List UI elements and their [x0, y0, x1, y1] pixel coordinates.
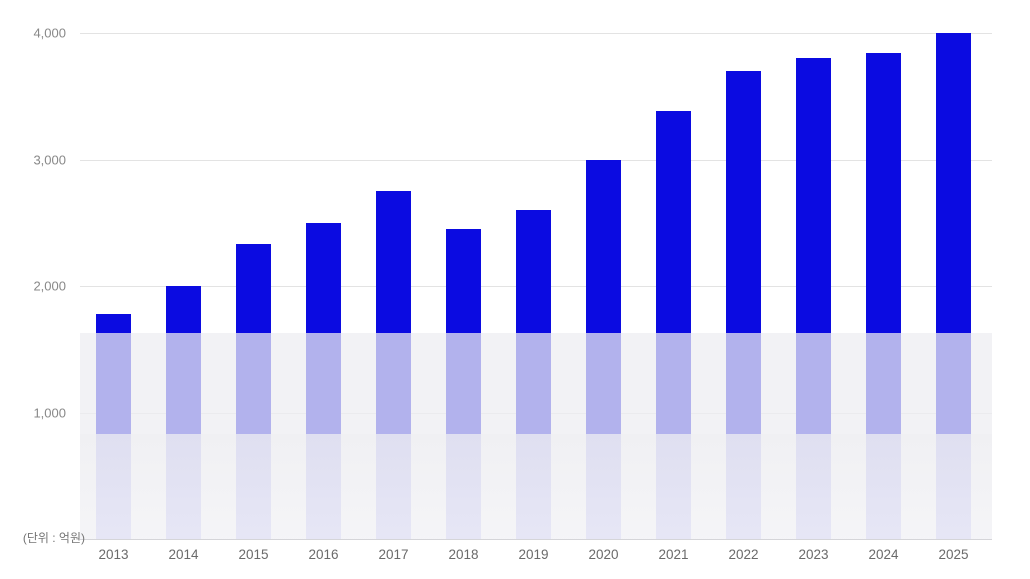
x-tick-label-2017: 2017 — [378, 547, 409, 562]
y-tick-label-3000: 3,000 — [33, 152, 66, 167]
y-tick-label-2000: 2,000 — [33, 278, 66, 294]
x-tick-label-2023: 2023 — [798, 547, 829, 562]
x-tick-label-2014: 2014 — [168, 547, 199, 562]
bar-2025 — [936, 33, 971, 539]
bar-2024 — [866, 53, 901, 539]
x-tick-label-2024: 2024 — [868, 547, 899, 562]
gridline-4000 — [80, 33, 992, 34]
bar-2016 — [306, 222, 341, 539]
bar-2019 — [516, 210, 551, 539]
x-axis-line — [80, 539, 992, 540]
x-tick-label-2020: 2020 — [588, 547, 619, 562]
bar-2013 — [96, 313, 131, 539]
bar-2014 — [166, 286, 201, 539]
gridline-3000 — [80, 159, 992, 161]
bar-2021 — [656, 111, 691, 539]
bar-2018 — [446, 229, 481, 539]
x-tick-label-2025: 2025 — [938, 547, 969, 562]
bar-2022 — [726, 70, 761, 539]
x-tick-label-2015: 2015 — [238, 547, 269, 562]
y-tick-label-4000: 4,000 — [33, 25, 66, 41]
y-tick-label-1000: 1,000 — [33, 405, 66, 420]
bar-2020 — [586, 159, 621, 539]
bar-2023 — [796, 58, 831, 539]
x-tick-label-2016: 2016 — [308, 547, 339, 562]
x-tick-label-2018: 2018 — [448, 547, 479, 562]
bar-2015 — [236, 244, 271, 539]
x-axis-labels: 2013 2014 2015 2016 2017 2018 2019 2020 2021 2022… — [80, 547, 992, 563]
x-tick-label-2019: 2019 — [518, 547, 549, 562]
x-tick-label-2013: 2013 — [98, 547, 129, 562]
x-tick-label-2021: 2021 — [658, 547, 689, 562]
bar-2017 — [376, 191, 411, 539]
unit-label: (단위 : 억원) — [22, 531, 85, 545]
bars-container — [80, 33, 992, 539]
x-tick-label-2022: 2022 — [728, 547, 759, 562]
